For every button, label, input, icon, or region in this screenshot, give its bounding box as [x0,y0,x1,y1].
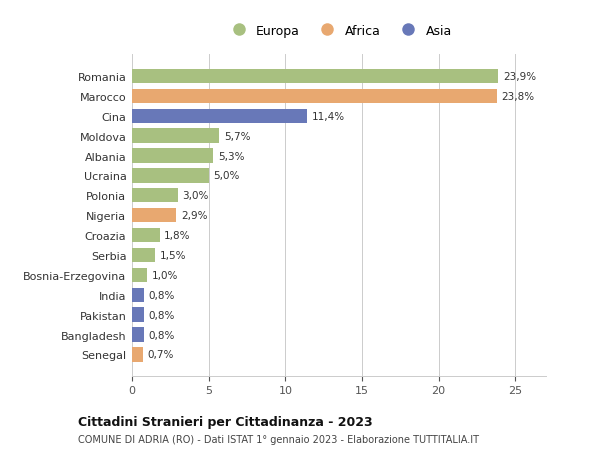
Text: Cittadini Stranieri per Cittadinanza - 2023: Cittadini Stranieri per Cittadinanza - 2… [78,415,373,428]
Text: 0,7%: 0,7% [148,350,174,359]
Text: 1,8%: 1,8% [164,230,191,241]
Text: 23,8%: 23,8% [502,92,535,101]
Text: 5,7%: 5,7% [224,131,251,141]
Text: 0,8%: 0,8% [149,290,175,300]
Bar [132,268,148,282]
Bar [132,248,155,263]
Text: 5,0%: 5,0% [213,171,239,181]
Text: 5,3%: 5,3% [218,151,244,161]
Bar [132,308,144,322]
Text: 1,5%: 1,5% [160,251,186,260]
Text: 0,8%: 0,8% [149,310,175,320]
Bar [132,70,499,84]
Text: COMUNE DI ADRIA (RO) - Dati ISTAT 1° gennaio 2023 - Elaborazione TUTTITALIA.IT: COMUNE DI ADRIA (RO) - Dati ISTAT 1° gen… [78,434,479,444]
Bar [132,229,160,243]
Bar [132,90,497,104]
Bar [132,208,176,223]
Bar [132,149,213,163]
Text: 3,0%: 3,0% [182,191,209,201]
Bar [132,129,220,144]
Bar [132,189,178,203]
Text: 2,9%: 2,9% [181,211,208,221]
Bar [132,328,144,342]
Bar [132,109,307,123]
Text: 11,4%: 11,4% [311,112,344,122]
Bar [132,169,209,183]
Legend: Europa, Africa, Asia: Europa, Africa, Asia [221,20,457,43]
Text: 1,0%: 1,0% [152,270,178,280]
Bar [132,347,143,362]
Text: 23,9%: 23,9% [503,72,536,82]
Bar [132,288,144,302]
Text: 0,8%: 0,8% [149,330,175,340]
